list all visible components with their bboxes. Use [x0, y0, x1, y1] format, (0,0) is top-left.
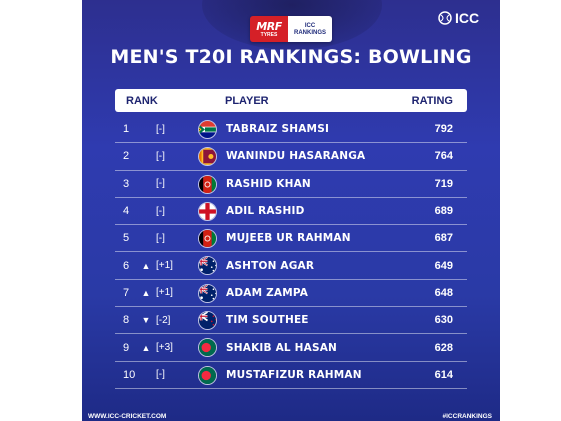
row-rating: 614	[434, 368, 453, 381]
row-rating: 792	[434, 123, 453, 136]
rankings-card: MRF TYRES ICC RANKINGS ICC MEN'S T20I RA…	[82, 0, 500, 421]
mrf-logo: MRF TYRES	[250, 16, 288, 42]
row-player: RASHID KHAN	[226, 177, 311, 190]
arrow-down-icon: ▼	[141, 315, 151, 326]
table-header: RANK PLAYER RATING	[115, 89, 467, 112]
afghanistan-flag-icon	[198, 229, 217, 249]
row-player: MUJEEB UR RAHMAN	[226, 232, 351, 245]
column-rating: RATING	[411, 94, 453, 107]
row-rank: 5	[123, 232, 130, 245]
row-player: WANINDU HASARANGA	[226, 150, 366, 163]
table-row: 7 ▲ [+1] ADAM ZAMPA 648	[115, 280, 467, 308]
website-link: WWW.ICC-CRICKET.COM	[88, 413, 167, 420]
sponsor-badge: MRF TYRES ICC RANKINGS	[250, 16, 332, 42]
row-movement: [-]	[156, 369, 165, 381]
row-rank: 8	[123, 314, 130, 327]
row-rating: 719	[434, 177, 453, 190]
row-player: ADIL RASHID	[226, 205, 305, 218]
row-player: ASHTON AGAR	[226, 259, 315, 272]
row-rating: 764	[434, 150, 453, 163]
bangladesh-flag-icon	[198, 338, 217, 358]
bangladesh-flag-icon	[198, 365, 217, 385]
table-row: 10 [-] MUSTAFIZUR RAHMAN 614	[115, 362, 467, 389]
row-movement: [-]	[156, 232, 165, 244]
row-player: ADAM ZAMPA	[226, 286, 309, 299]
south-africa-flag-icon	[198, 120, 217, 139]
table-row: 5 [-] MUJEEB UR RAHMAN 687	[115, 225, 467, 253]
sri-lanka-flag-icon	[198, 147, 217, 167]
row-movement: [+3]	[156, 342, 173, 354]
row-player: MUSTAFIZUR RAHMAN	[226, 368, 362, 381]
column-rank: RANK	[126, 94, 158, 107]
table-row: 1 [-] TABRAIZ SHAMSI 792	[115, 116, 467, 144]
partner-line-1: ICC	[304, 22, 316, 29]
arrow-up-icon: ▲	[141, 342, 151, 353]
page-title: MEN'S T20I RANKINGS: BOWLING	[110, 46, 472, 68]
row-movement: [-2]	[156, 314, 171, 326]
england-flag-icon	[198, 201, 217, 221]
row-movement: [-]	[156, 178, 165, 190]
table-row: 4 [-] ADIL RASHID 689	[115, 198, 467, 226]
hashtag: #ICCRANKINGS	[442, 413, 492, 420]
table-row: 9 ▲ [+3] SHAKIB AL HASAN 628	[115, 334, 467, 362]
icc-ball-icon	[438, 11, 452, 25]
table-row: 6 ▲ [+1] ASHTON AGAR 649	[115, 252, 467, 280]
australia-flag-icon	[198, 283, 217, 303]
row-rank: 3	[123, 177, 130, 190]
row-rating: 628	[434, 341, 453, 354]
rankings-table: 1 [-] TABRAIZ SHAMSI 792 2 [-] WANINDU HASARAN…	[115, 116, 467, 389]
table-row: 8 ▼ [-2] TIM SOUTHEE 630	[115, 307, 467, 335]
table-row: 2 [-] WANINDU HASARANGA 764	[115, 143, 467, 171]
row-rank: 1	[123, 123, 130, 136]
row-rating: 687	[434, 232, 453, 245]
icc-logo-text: ICC	[455, 10, 480, 26]
column-player: PLAYER	[225, 94, 269, 107]
row-player: TIM SOUTHEE	[226, 314, 309, 327]
table-row: 3 [-] RASHID KHAN 719	[115, 171, 467, 198]
partner-line-2: RANKINGS	[293, 29, 326, 36]
australia-flag-icon	[198, 256, 217, 276]
arrow-up-icon: ▲	[141, 260, 151, 271]
row-rating: 648	[434, 286, 453, 299]
row-rating: 630	[434, 314, 453, 327]
row-rank: 7	[123, 286, 130, 299]
arrow-up-icon: ▲	[141, 287, 151, 298]
row-player: SHAKIB AL HASAN	[226, 341, 338, 354]
row-rank: 6	[123, 259, 130, 272]
row-movement: [-]	[156, 150, 165, 162]
mrf-brand-sub: TYRES	[260, 31, 278, 38]
row-rank: 9	[123, 341, 130, 354]
icc-logo: ICC	[438, 10, 479, 26]
row-movement: [-]	[156, 123, 165, 135]
row-rank: 10	[123, 368, 136, 381]
row-rating: 649	[434, 259, 453, 272]
row-movement: [-]	[156, 205, 165, 217]
row-rating: 689	[434, 205, 453, 218]
afghanistan-flag-icon	[198, 174, 217, 194]
row-player: TABRAIZ SHAMSI	[226, 123, 330, 136]
new-zealand-flag-icon	[198, 311, 217, 331]
row-movement: [+1]	[156, 287, 173, 299]
row-rank: 2	[123, 150, 130, 163]
row-rank: 4	[123, 205, 130, 218]
row-movement: [+1]	[156, 260, 173, 272]
icc-rankings-logo: ICC RANKINGS	[288, 16, 332, 42]
mrf-brand: MRF	[256, 19, 282, 33]
